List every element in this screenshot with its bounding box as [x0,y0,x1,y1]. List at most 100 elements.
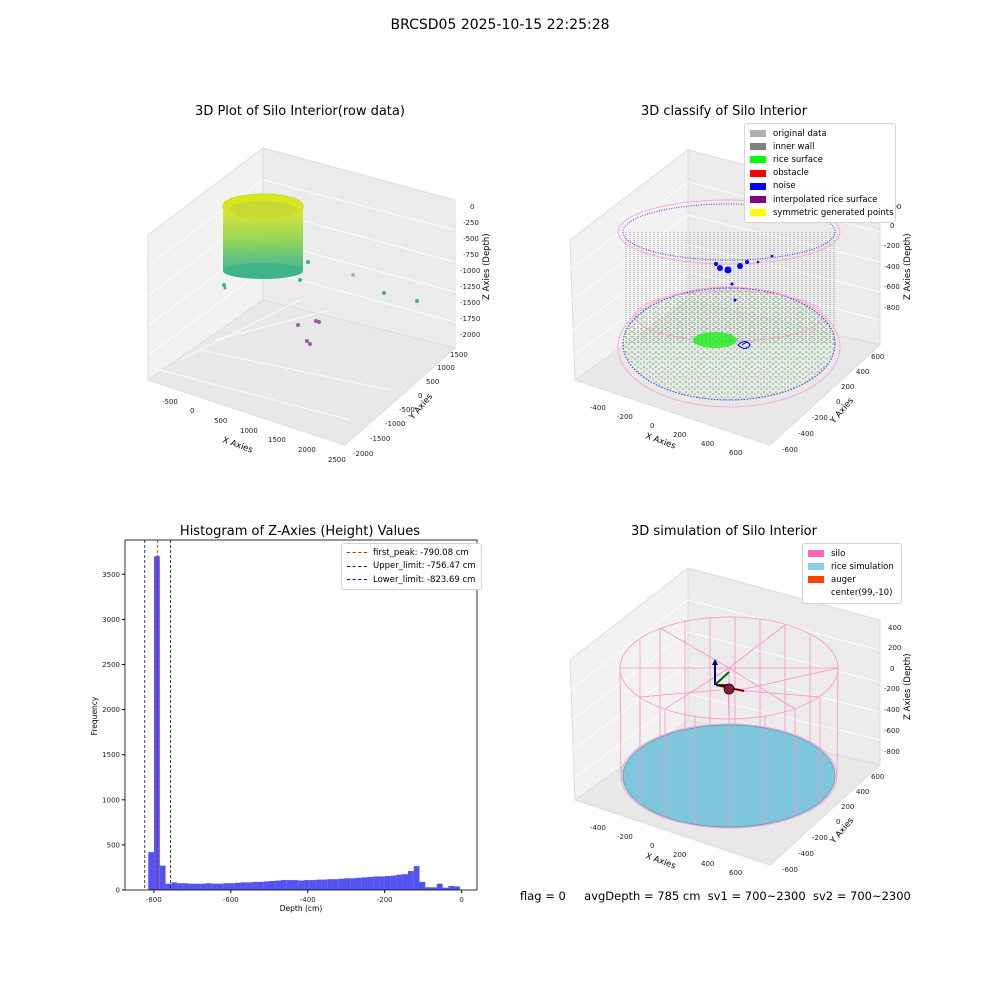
svg-text:400: 400 [856,788,869,796]
svg-text:0: 0 [836,818,840,826]
histogram-bar [436,883,443,890]
histogram-bar [332,879,339,890]
histogram-bar [246,882,253,890]
svg-text:-200: -200 [617,413,633,421]
status-sv1: sv1 = 700~2300 [707,889,806,903]
svg-text:1500: 1500 [268,436,286,444]
histogram-x-tick-label: 0 [459,896,463,904]
svg-text:0: 0 [836,398,840,406]
svg-text:0: 0 [650,842,654,850]
svg-text:200: 200 [673,851,686,859]
histogram-bar [211,883,218,890]
histogram-x-tick-label: -400 [300,896,316,904]
histogram-y-tick-label: 3000 [102,616,120,624]
histogram-bar [240,882,247,890]
histogram-bar [321,879,328,890]
simulation-x-ticks: -400 -200 0 200 400 600 [590,824,742,877]
status-line: flag = 0 avgDepth = 785 cm sv1 = 700~230… [520,889,911,903]
legend-upper-limit: Upper_limit: -756.47 cm [347,560,476,574]
svg-text:200: 200 [841,803,854,811]
status-avg-depth: avgDepth = 785 cm [584,889,701,903]
svg-text:-500: -500 [463,235,479,243]
histogram-bar [407,871,414,890]
svg-text:1500: 1500 [450,351,468,359]
svg-text:-2000: -2000 [353,450,373,458]
histogram-y-tick-label: 0 [116,887,120,895]
svg-text:400: 400 [888,624,901,632]
simulation-legend: silo rice simulation auger center(99,-10… [802,543,902,604]
classify-plot-title: 3D classify of Silo Interior [640,104,808,119]
legend-item-noise: noise [750,180,890,193]
svg-text:-600: -600 [884,283,900,291]
svg-text:-400: -400 [590,824,606,832]
svg-text:600: 600 [729,869,742,877]
classify-z-label: Z Axies (Depth) [903,233,913,300]
legend-item-rice-surface: rice surface [750,153,890,166]
legend-item-silo: silo [808,547,896,560]
svg-text:-800: -800 [884,748,900,756]
svg-text:-400: -400 [884,263,900,271]
histogram-bar [344,878,351,890]
simulation-3d-plot: -400 -200 0 200 400 600 X Axies -600 -40… [569,566,913,877]
legend-item-interpolated: interpolated rice surface [750,193,890,206]
svg-text:1000: 1000 [437,364,455,372]
svg-text:-800: -800 [884,304,900,312]
histogram-bar [402,874,408,890]
histogram-bar [217,883,224,890]
svg-text:-500: -500 [162,398,178,406]
svg-text:-1000: -1000 [385,420,405,428]
histogram-bar [413,866,420,890]
histogram-bar [171,882,178,890]
histogram-bar [257,881,264,890]
svg-text:-400: -400 [798,850,814,858]
svg-text:-200: -200 [812,834,828,842]
simulation-y-label: Y Axies [828,816,856,847]
histogram-bar [177,883,183,890]
simulation-z-label: Z Axies (Depth) [903,653,913,720]
histogram-bar [384,876,391,890]
svg-text:-400: -400 [798,430,814,438]
histogram-chart: -800 -600 -400 -200 0 0 500 1000 1500 2000 2500 30… [90,539,478,913]
raw-z-label: Z Axies (Depth) [482,233,492,300]
svg-text:2500: 2500 [328,456,346,464]
histogram-legend: first_peak: -790.08 cm Upper_limit: -756… [341,543,482,590]
svg-text:400: 400 [701,860,714,868]
legend-item-obstacle: obstacle [750,167,890,180]
histogram-bar [200,883,206,890]
histogram-bar [205,883,212,890]
histogram-bar [286,880,293,890]
legend-item-inner-wall: inner wall [750,140,890,153]
svg-text:0: 0 [890,665,894,673]
svg-text:-200: -200 [617,833,633,841]
classify-legend: original data inner wall rice surface ob… [744,123,896,224]
status-flag: flag = 0 [520,889,566,903]
histogram-y-label: Frequency [90,696,99,735]
histogram-bar [165,883,172,890]
svg-text:2000: 2000 [298,446,316,454]
histogram-bar [252,881,258,890]
svg-text:0: 0 [190,407,194,415]
histogram-bar [431,887,437,890]
svg-text:-400: -400 [884,706,900,714]
svg-text:-200: -200 [812,414,828,422]
simulation-z-ticks: 400 200 0 -200 -400 -600 -800 [884,624,901,756]
histogram-bar [280,880,287,890]
raw-plot-title: 3D Plot of Silo Interior(row data) [195,104,405,119]
svg-text:-200: -200 [884,685,900,693]
svg-text:600: 600 [871,773,884,781]
histogram-bar [315,879,322,890]
histogram-bar [229,883,235,890]
svg-text:-600: -600 [884,727,900,735]
svg-text:-600: -600 [782,866,798,874]
legend-item-rice-simulation: rice simulation [808,560,896,573]
svg-text:-1500: -1500 [460,299,480,307]
svg-text:500: 500 [426,378,439,386]
histogram-bar [292,880,299,890]
legend-item-symmetric: symmetric generated points [750,206,894,219]
svg-text:1000: 1000 [240,427,258,435]
histogram-y-tick-label: 2000 [102,706,120,714]
histogram-bar [263,881,270,890]
svg-text:200: 200 [673,431,686,439]
histogram-bar [148,852,155,890]
classify-y-ticks: -600 -400 -200 0 200 400 600 [782,353,884,454]
